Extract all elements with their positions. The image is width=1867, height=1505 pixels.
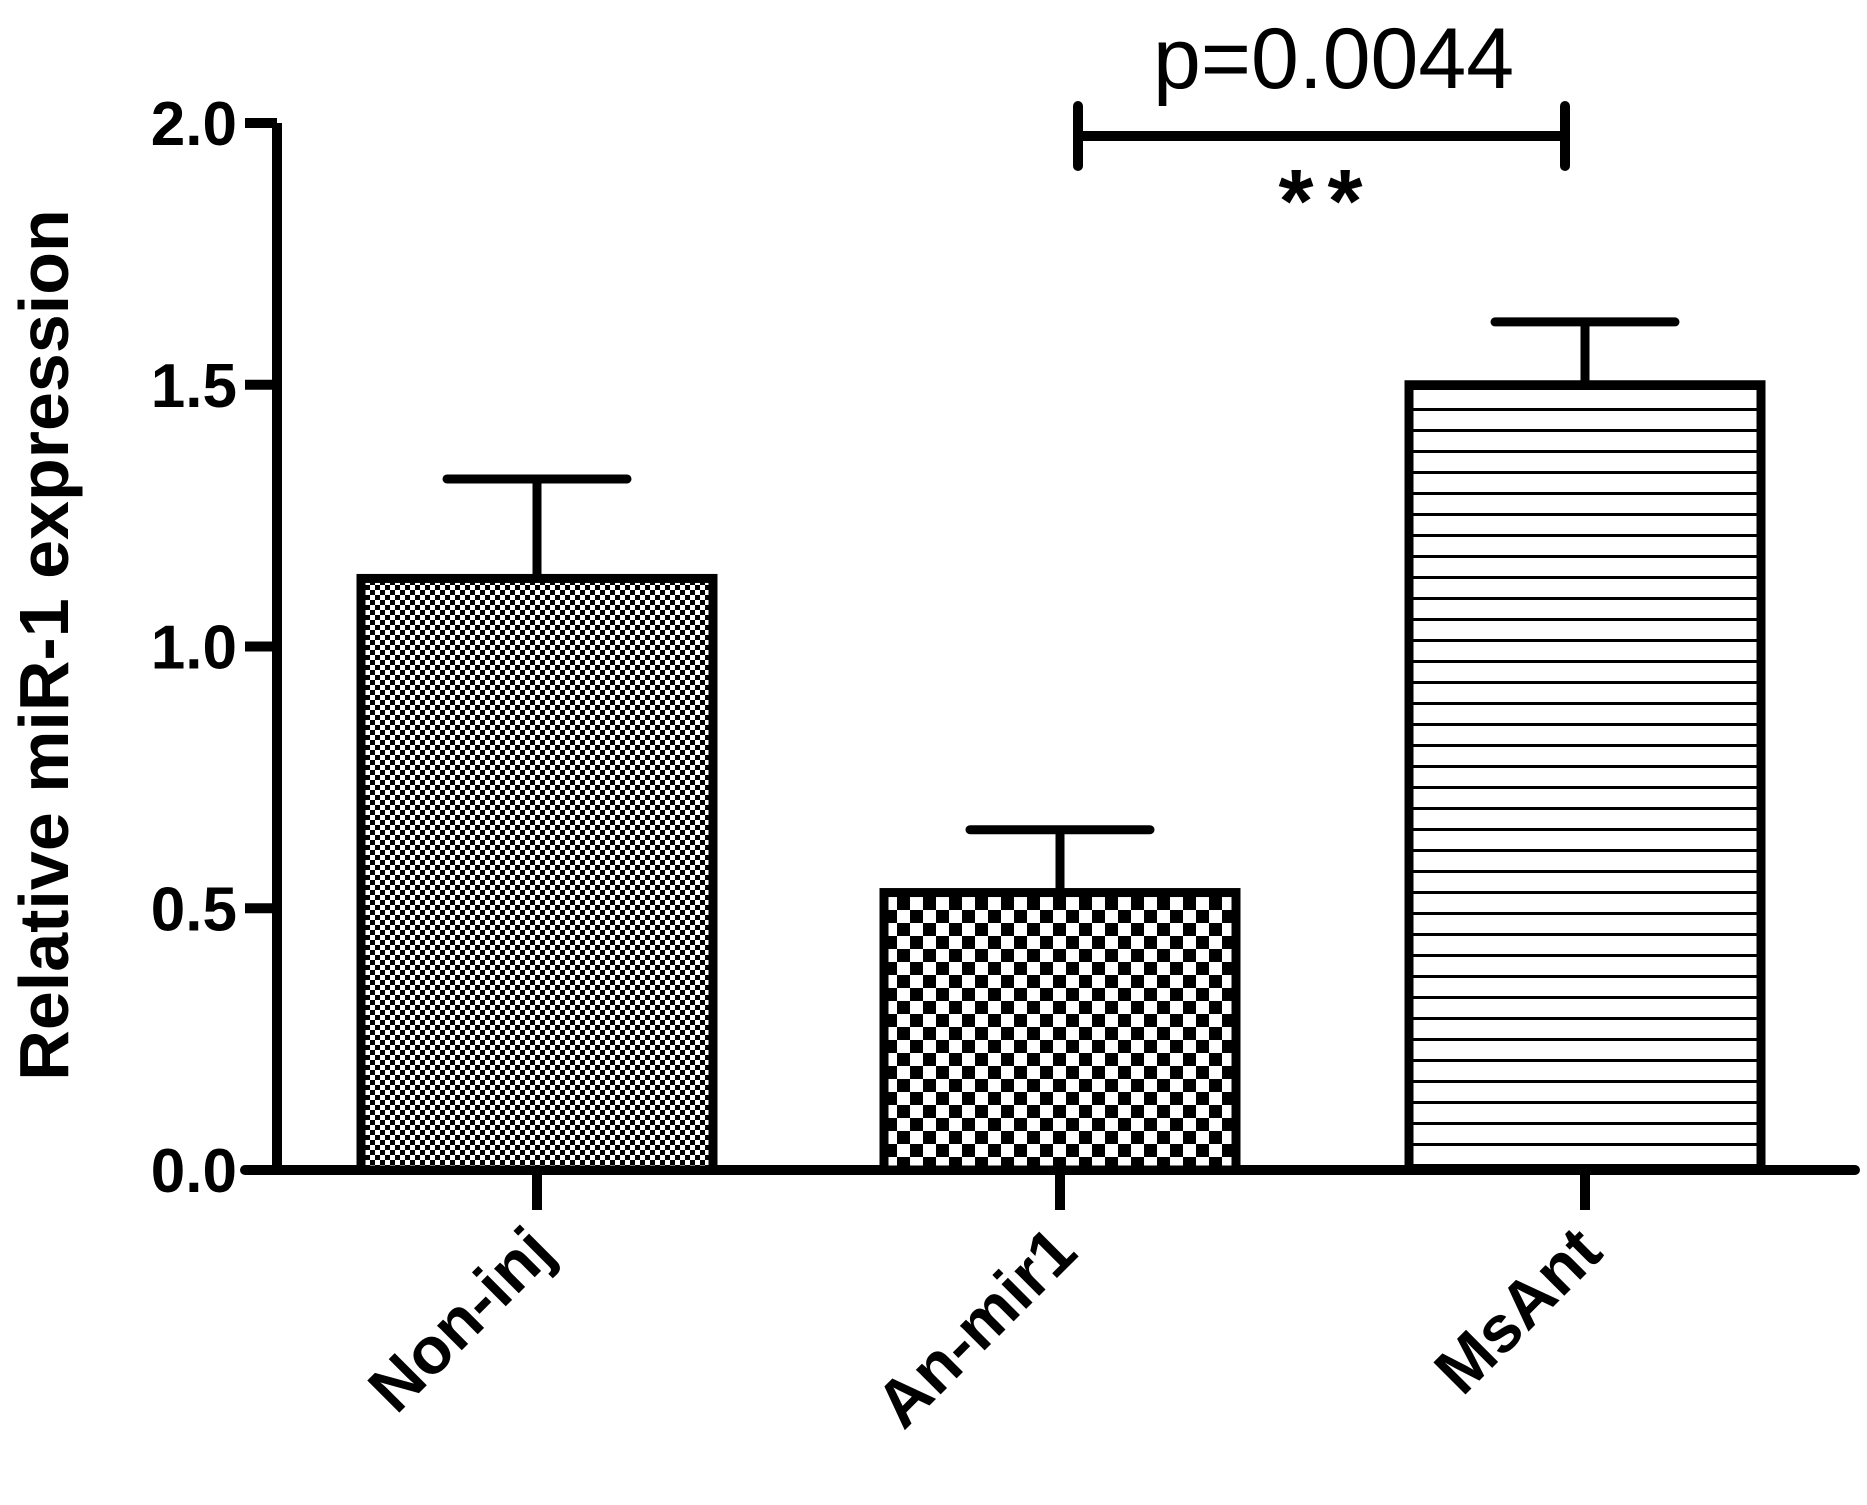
- y-axis-title: Relative miR-1 expression: [5, 209, 83, 1080]
- y-tick-label: 1.5: [151, 352, 237, 421]
- bar-msant: [1404, 380, 1766, 1175]
- bar-an-mir1: [879, 888, 1241, 1175]
- significance-stars: **: [1278, 152, 1376, 252]
- y-tick-label: 0.0: [151, 1137, 237, 1206]
- x-tick-label-non-inj: Non-inj: [354, 1213, 567, 1426]
- x-tick-label-an-mir1: An-mir1: [861, 1213, 1090, 1442]
- y-tick-label: 2.0: [151, 90, 237, 159]
- y-tick-label: 0.5: [151, 875, 237, 944]
- p-value-label: p=0.0044: [1153, 11, 1514, 107]
- y-tick-label: 1.0: [151, 614, 237, 683]
- x-tick-label-msant: MsAnt: [1420, 1213, 1615, 1408]
- bar-non-inj: [356, 573, 718, 1175]
